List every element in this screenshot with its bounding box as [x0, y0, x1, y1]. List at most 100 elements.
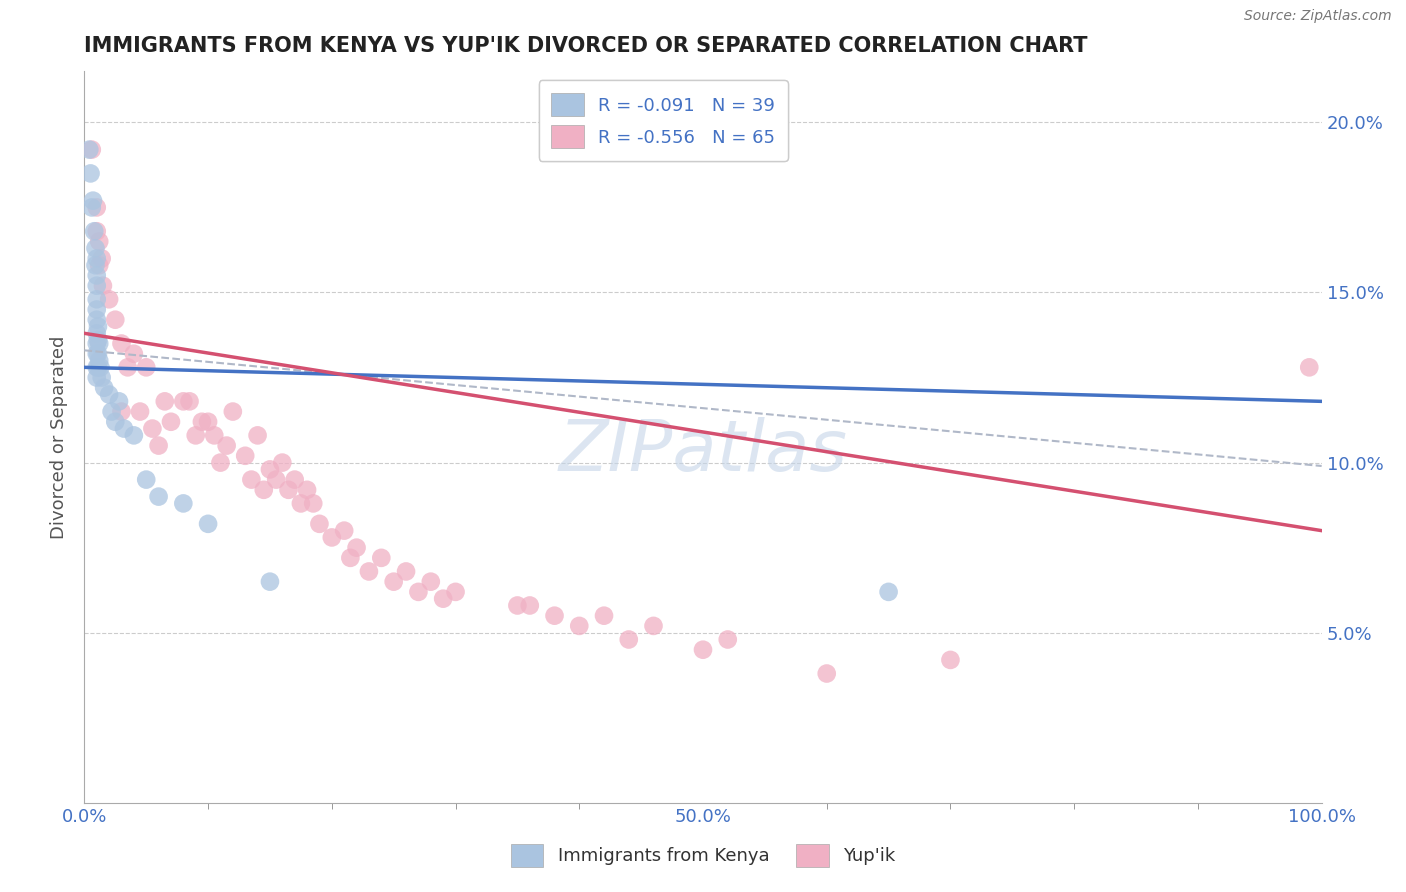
Point: [104, 312, 127, 326]
Point: [89, 360, 111, 375]
Point: [370, 550, 392, 565]
Point: [112, 421, 135, 435]
Point: [86, 336, 108, 351]
Point: [240, 473, 263, 487]
Point: [129, 404, 152, 418]
Point: [284, 473, 307, 487]
Point: [86, 370, 108, 384]
Point: [89, 336, 111, 351]
Point: [382, 574, 405, 589]
Point: [179, 394, 201, 409]
Legend: R = -0.091   N = 39, R = -0.556   N = 65: R = -0.091 N = 39, R = -0.556 N = 65: [538, 80, 787, 161]
Point: [80, 201, 103, 215]
Point: [202, 428, 225, 442]
Point: [444, 585, 467, 599]
Point: [160, 415, 183, 429]
Point: [172, 496, 194, 510]
Point: [519, 599, 541, 613]
Point: [100, 404, 122, 418]
Point: [83, 224, 105, 238]
Point: [1298, 360, 1320, 375]
Point: [877, 585, 900, 599]
Point: [506, 599, 529, 613]
Point: [222, 404, 245, 418]
Point: [593, 608, 616, 623]
Y-axis label: Divorced or Separated: Divorced or Separated: [51, 335, 69, 539]
Point: [87, 319, 110, 334]
Point: [86, 360, 108, 375]
Point: [86, 252, 108, 266]
Point: [184, 428, 207, 442]
Point: [357, 565, 380, 579]
Point: [93, 381, 115, 395]
Point: [86, 278, 108, 293]
Point: [568, 619, 591, 633]
Point: [717, 632, 740, 647]
Point: [215, 439, 238, 453]
Point: [419, 574, 441, 589]
Point: [89, 258, 111, 272]
Point: [233, 449, 256, 463]
Point: [98, 387, 121, 401]
Point: [432, 591, 454, 606]
Point: [246, 428, 269, 442]
Point: [209, 456, 232, 470]
Point: [89, 353, 111, 368]
Point: [302, 496, 325, 510]
Point: [141, 421, 163, 435]
Point: [148, 490, 170, 504]
Point: [135, 473, 157, 487]
Point: [346, 541, 368, 555]
Point: [815, 666, 838, 681]
Point: [197, 516, 219, 531]
Point: [295, 483, 318, 497]
Point: [86, 201, 108, 215]
Point: [408, 585, 430, 599]
Point: [90, 252, 112, 266]
Point: [253, 483, 276, 497]
Point: [86, 326, 108, 341]
Text: Source: ZipAtlas.com: Source: ZipAtlas.com: [1244, 9, 1392, 23]
Point: [104, 415, 127, 429]
Point: [86, 268, 108, 283]
Point: [197, 415, 219, 429]
Point: [172, 394, 194, 409]
Point: [90, 370, 112, 384]
Point: [543, 608, 565, 623]
Point: [259, 462, 281, 476]
Point: [939, 653, 962, 667]
Point: [333, 524, 356, 538]
Point: [692, 642, 714, 657]
Point: [98, 293, 121, 307]
Point: [86, 302, 108, 317]
Point: [148, 439, 170, 453]
Point: [86, 293, 108, 307]
Point: [87, 333, 110, 347]
Point: [86, 224, 108, 238]
Point: [259, 574, 281, 589]
Point: [82, 194, 104, 208]
Point: [80, 143, 103, 157]
Point: [277, 483, 299, 497]
Point: [339, 550, 361, 565]
Point: [87, 360, 110, 375]
Text: ZIPatlas: ZIPatlas: [558, 417, 848, 486]
Point: [395, 565, 418, 579]
Point: [117, 360, 139, 375]
Point: [321, 531, 343, 545]
Point: [79, 166, 101, 180]
Point: [271, 456, 294, 470]
Point: [643, 619, 665, 633]
Point: [122, 347, 145, 361]
Point: [91, 278, 114, 293]
Point: [79, 143, 101, 157]
Point: [87, 347, 110, 361]
Point: [191, 415, 214, 429]
Point: [290, 496, 312, 510]
Point: [264, 473, 287, 487]
Point: [122, 428, 145, 442]
Point: [617, 632, 640, 647]
Point: [84, 241, 107, 255]
Point: [153, 394, 176, 409]
Text: IMMIGRANTS FROM KENYA VS YUP'IK DIVORCED OR SEPARATED CORRELATION CHART: IMMIGRANTS FROM KENYA VS YUP'IK DIVORCED…: [84, 36, 1088, 55]
